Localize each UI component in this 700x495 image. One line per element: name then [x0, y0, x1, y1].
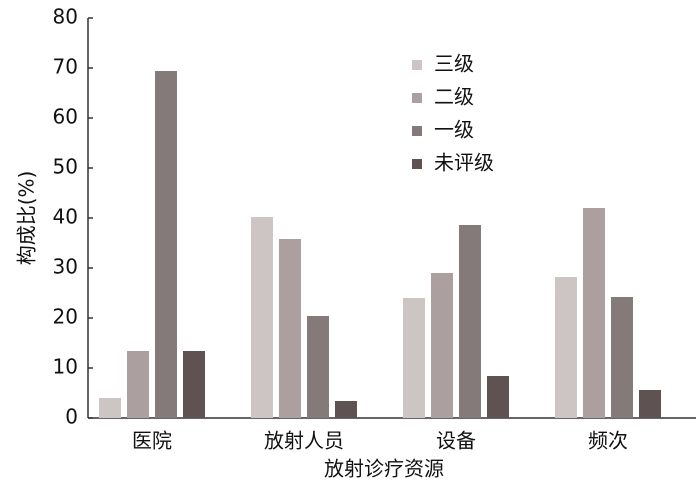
x-tick-label: 频次 — [588, 429, 628, 453]
bar — [639, 390, 661, 418]
bar — [251, 217, 273, 418]
bar — [155, 71, 177, 418]
y-tick-label: 40 — [53, 205, 78, 229]
legend-swatch — [412, 126, 422, 136]
x-tick-label: 设备 — [436, 429, 476, 453]
bar — [583, 208, 605, 418]
legend-label: 二级 — [434, 85, 474, 109]
bar — [279, 239, 301, 418]
legend-swatch — [412, 93, 422, 103]
legend-swatch — [412, 159, 422, 169]
bar — [555, 277, 577, 418]
y-tick-label: 80 — [53, 5, 78, 29]
bar — [487, 376, 509, 418]
legend-label: 一级 — [434, 118, 474, 142]
bar — [403, 298, 425, 418]
y-tick-label: 20 — [53, 305, 78, 329]
legend-label: 三级 — [434, 52, 474, 76]
bar — [431, 273, 453, 418]
y-tick-label: 50 — [53, 155, 78, 179]
legend-swatch — [412, 60, 422, 70]
legend-label: 未评级 — [434, 151, 494, 175]
x-axis-label: 放射诊疗资源 — [324, 457, 444, 481]
y-axis-label: 构成比(%) — [15, 171, 39, 266]
y-tick-label: 30 — [53, 255, 78, 279]
bar — [99, 398, 121, 418]
bar — [335, 401, 357, 418]
bar — [127, 351, 149, 418]
y-tick-label: 10 — [53, 355, 78, 379]
x-tick-label: 放射人员 — [264, 429, 344, 453]
bar — [307, 316, 329, 418]
y-tick-label: 0 — [65, 405, 78, 429]
y-tick-label: 60 — [53, 105, 78, 129]
bar — [611, 297, 633, 418]
bar — [459, 225, 481, 418]
bar — [183, 351, 205, 418]
x-tick-label: 医院 — [132, 429, 172, 453]
y-tick-label: 70 — [53, 55, 78, 79]
